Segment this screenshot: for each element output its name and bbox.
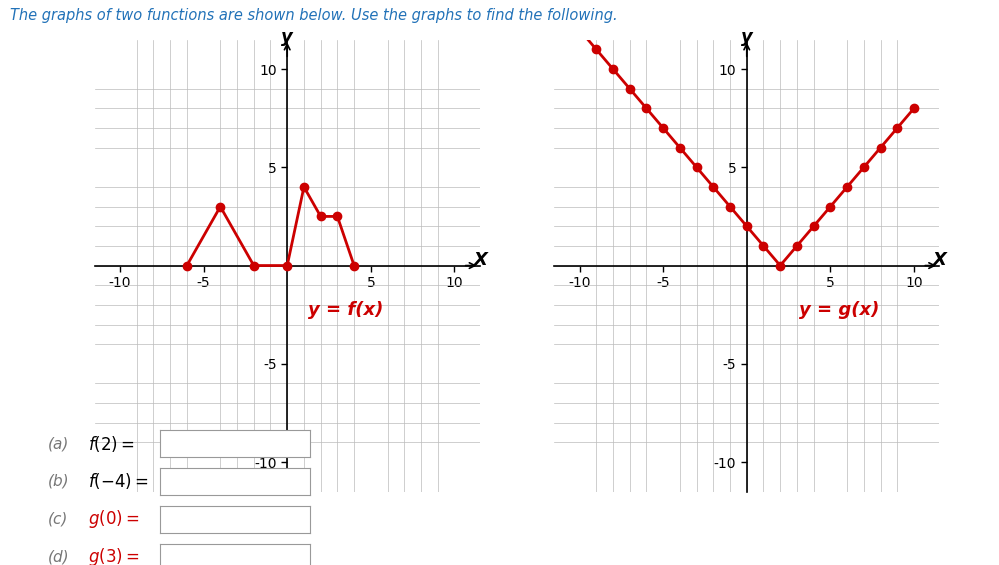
Point (313, 212, 329, 221)
Point (722, 202, 738, 211)
Point (856, 163, 872, 172)
Text: y = g(x): y = g(x) (798, 301, 879, 319)
Point (688, 163, 704, 172)
Point (822, 202, 838, 211)
Text: The graphs of two functions are shown below. Use the graphs to find the followin: The graphs of two functions are shown be… (10, 8, 617, 24)
Point (330, 212, 346, 221)
Point (179, 261, 195, 270)
Point (906, 104, 922, 113)
Text: X: X (933, 251, 947, 268)
Text: y = f(x): y = f(x) (308, 301, 384, 319)
Point (346, 261, 362, 270)
Point (621, 84, 637, 93)
Text: y: y (741, 28, 752, 46)
Point (872, 143, 888, 152)
Point (789, 241, 805, 250)
Point (213, 202, 229, 211)
Point (772, 261, 788, 270)
Text: $g(0) =$: $g(0) =$ (88, 508, 140, 530)
Text: y: y (282, 28, 293, 46)
Point (739, 221, 755, 231)
Point (672, 143, 688, 152)
Text: (c): (c) (48, 512, 68, 527)
Point (839, 182, 855, 192)
Point (588, 45, 604, 54)
Point (655, 124, 671, 133)
Text: $f(2) =$: $f(2) =$ (88, 433, 135, 454)
Point (571, 25, 587, 34)
Point (279, 261, 296, 270)
Text: X: X (474, 251, 488, 268)
Point (246, 261, 262, 270)
Text: $f(-4) =$: $f(-4) =$ (88, 471, 149, 492)
Point (705, 182, 721, 192)
Point (296, 182, 312, 192)
Point (605, 64, 621, 73)
Point (638, 104, 654, 113)
Point (805, 221, 821, 231)
Point (889, 124, 905, 133)
Text: $g(3) =$: $g(3) =$ (88, 546, 140, 565)
Point (755, 241, 771, 250)
Text: (b): (b) (48, 474, 70, 489)
Text: (d): (d) (48, 550, 70, 564)
Text: (a): (a) (48, 436, 69, 451)
